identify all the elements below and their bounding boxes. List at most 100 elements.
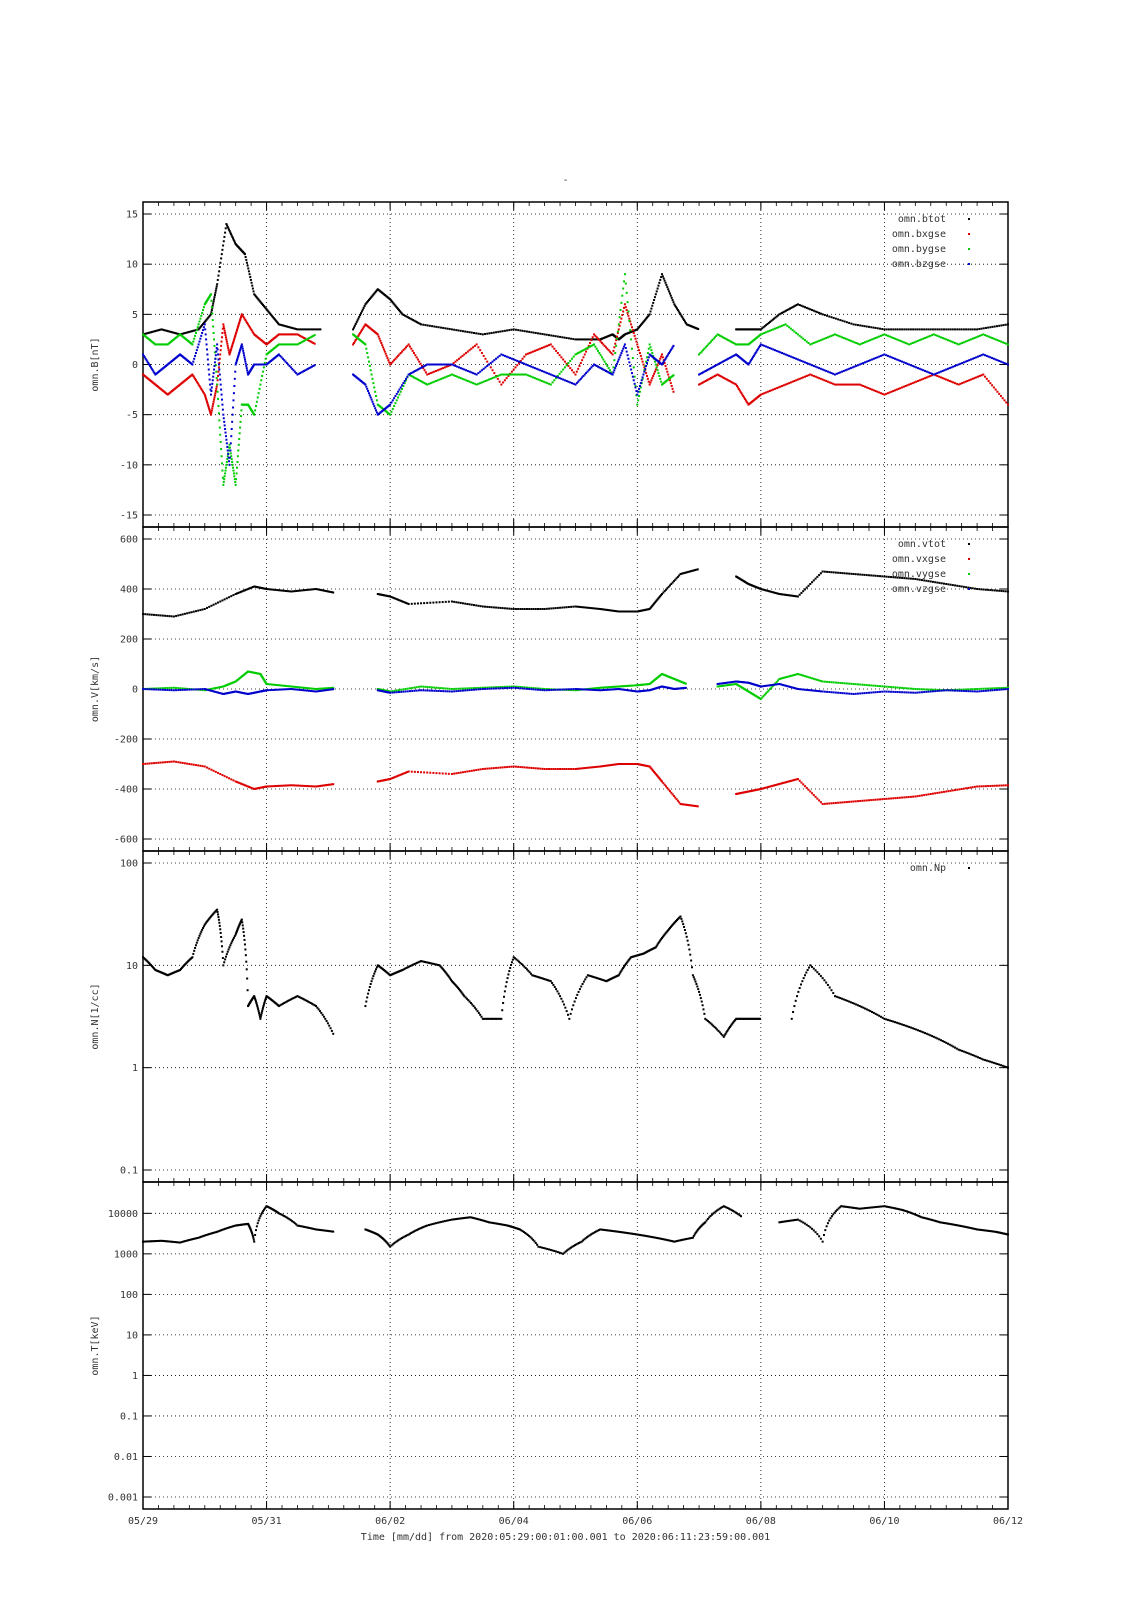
data-point bbox=[669, 349, 672, 352]
data-point bbox=[899, 387, 902, 390]
data-point bbox=[791, 779, 794, 782]
data-point bbox=[645, 356, 648, 359]
data-point bbox=[759, 788, 762, 790]
data-point bbox=[627, 763, 630, 765]
data-point bbox=[671, 793, 674, 796]
data-point bbox=[384, 352, 387, 355]
data-point bbox=[613, 346, 616, 349]
data-point bbox=[561, 768, 564, 770]
data-point bbox=[161, 687, 164, 690]
data-point bbox=[491, 369, 494, 372]
data-point bbox=[818, 690, 821, 693]
data-point bbox=[186, 612, 189, 615]
data-point bbox=[790, 594, 793, 597]
data-point bbox=[486, 605, 489, 608]
data-point bbox=[548, 689, 551, 692]
data-point bbox=[157, 614, 160, 617]
data-point bbox=[395, 598, 398, 601]
data-point bbox=[761, 392, 764, 395]
data-point bbox=[482, 380, 485, 383]
data-point bbox=[276, 321, 279, 324]
data-point bbox=[651, 768, 654, 771]
data-point bbox=[220, 685, 223, 688]
data-point bbox=[516, 359, 519, 362]
data-point bbox=[450, 600, 453, 603]
data-point bbox=[845, 692, 848, 695]
data-point bbox=[699, 382, 702, 385]
data-point bbox=[861, 324, 864, 327]
data-point bbox=[206, 403, 209, 406]
data-point bbox=[420, 366, 423, 369]
data-point bbox=[526, 352, 529, 355]
data-point bbox=[779, 312, 782, 315]
data-point bbox=[473, 344, 476, 347]
data-point bbox=[507, 373, 510, 376]
data-point bbox=[955, 382, 958, 385]
data-point bbox=[912, 691, 915, 694]
data-point bbox=[289, 366, 292, 369]
data-point bbox=[1000, 589, 1003, 592]
data-point bbox=[700, 350, 703, 353]
data-point bbox=[563, 379, 566, 382]
data-point bbox=[165, 329, 168, 332]
data-point bbox=[869, 387, 872, 390]
data-point bbox=[991, 687, 994, 690]
data-point bbox=[773, 784, 776, 787]
data-point bbox=[525, 687, 528, 690]
data-point bbox=[239, 420, 242, 423]
data-point bbox=[307, 339, 310, 342]
data-point bbox=[555, 377, 558, 380]
data-point bbox=[844, 337, 847, 340]
data-point bbox=[197, 328, 200, 331]
data-point bbox=[731, 683, 734, 686]
data-point bbox=[270, 785, 273, 788]
data-point bbox=[837, 334, 840, 337]
data-point bbox=[595, 687, 598, 690]
data-point bbox=[408, 316, 411, 319]
data-point bbox=[432, 601, 435, 604]
data-point bbox=[226, 445, 229, 448]
data-point bbox=[879, 798, 882, 801]
data-point bbox=[902, 385, 905, 388]
data-point bbox=[728, 339, 731, 342]
data-point bbox=[587, 369, 590, 372]
data-point bbox=[967, 328, 970, 331]
data-point bbox=[987, 379, 990, 382]
data-point bbox=[672, 794, 675, 797]
data-point bbox=[553, 379, 556, 382]
data-point bbox=[417, 321, 420, 324]
data-point bbox=[224, 435, 227, 438]
data-point bbox=[417, 685, 420, 688]
data-point bbox=[228, 443, 231, 446]
data-point bbox=[245, 258, 248, 261]
data-point bbox=[845, 572, 848, 575]
data-point bbox=[945, 338, 948, 341]
data-point bbox=[675, 577, 678, 580]
data-point bbox=[642, 320, 645, 323]
data-point bbox=[998, 359, 1001, 362]
data-point bbox=[978, 354, 981, 357]
data-point bbox=[952, 381, 955, 384]
data-point bbox=[623, 685, 626, 688]
data-point bbox=[654, 363, 657, 366]
legend-label: omn.vzgse bbox=[892, 584, 946, 595]
data-point bbox=[652, 769, 655, 772]
data-point bbox=[200, 387, 203, 390]
data-point bbox=[807, 788, 810, 791]
data-point bbox=[885, 685, 888, 688]
data-point bbox=[197, 688, 200, 691]
data-point bbox=[215, 686, 218, 689]
data-point bbox=[1001, 397, 1004, 400]
data-point bbox=[649, 381, 652, 384]
data-point bbox=[627, 310, 630, 313]
data-point bbox=[559, 688, 562, 691]
data-point bbox=[924, 369, 927, 372]
data-point bbox=[816, 678, 819, 681]
data-point bbox=[409, 317, 412, 320]
data-point bbox=[545, 688, 548, 691]
data-point bbox=[213, 298, 216, 301]
data-point bbox=[246, 264, 249, 267]
data-point bbox=[302, 689, 305, 692]
data-point bbox=[717, 682, 720, 685]
data-point bbox=[245, 784, 248, 787]
